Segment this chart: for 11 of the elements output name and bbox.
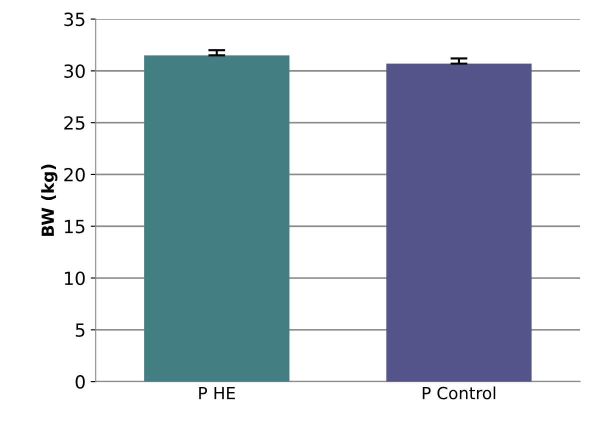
y-tick-label: 10 <box>64 271 85 286</box>
y-tick-label: 25 <box>64 116 84 130</box>
x-tick-label: P Control <box>422 386 496 400</box>
y-axis-title: BW (kg) <box>41 164 58 236</box>
x-tick-label: P HE <box>199 386 235 400</box>
y-tick-label: 15 <box>64 220 84 234</box>
y-tick-label: 5 <box>76 324 84 337</box>
y-tick-label: 0 <box>76 375 85 389</box>
y-tick-label: 35 <box>64 12 84 26</box>
y-tick-label: 30 <box>64 64 85 78</box>
y-tick-label: 20 <box>64 168 85 182</box>
